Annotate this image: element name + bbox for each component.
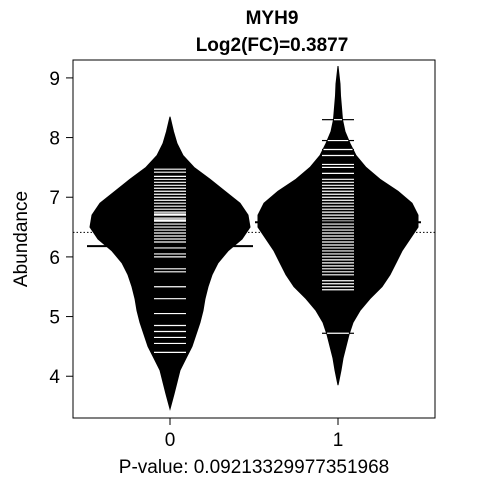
y-tick-label: 5	[49, 308, 60, 329]
chart-subtitle: Log2(FC)=0.3877	[196, 35, 349, 56]
bean-density-1	[257, 65, 419, 386]
y-tick-label: 8	[49, 129, 60, 150]
beans-layer	[73, 65, 435, 411]
plot-frame	[72, 59, 436, 419]
y-tick-label: 9	[49, 69, 60, 90]
x-tick-label: 0	[165, 430, 176, 451]
y-tick-label: 7	[49, 188, 60, 209]
axes-layer: 4 5 6 7 8 9 0 1	[49, 69, 343, 451]
y-tick-label: 4	[49, 367, 60, 388]
bean-group-1	[255, 65, 421, 386]
x-axis-label: P-value: 0.09213329977351968	[119, 457, 389, 478]
x-tick-label: 1	[333, 430, 344, 451]
y-axis-label: Abundance	[11, 191, 32, 287]
chart-title: MYH9	[246, 8, 299, 29]
y-tick-label: 6	[49, 248, 60, 269]
bean-density-0	[89, 116, 251, 411]
bean-group-0	[87, 116, 253, 411]
